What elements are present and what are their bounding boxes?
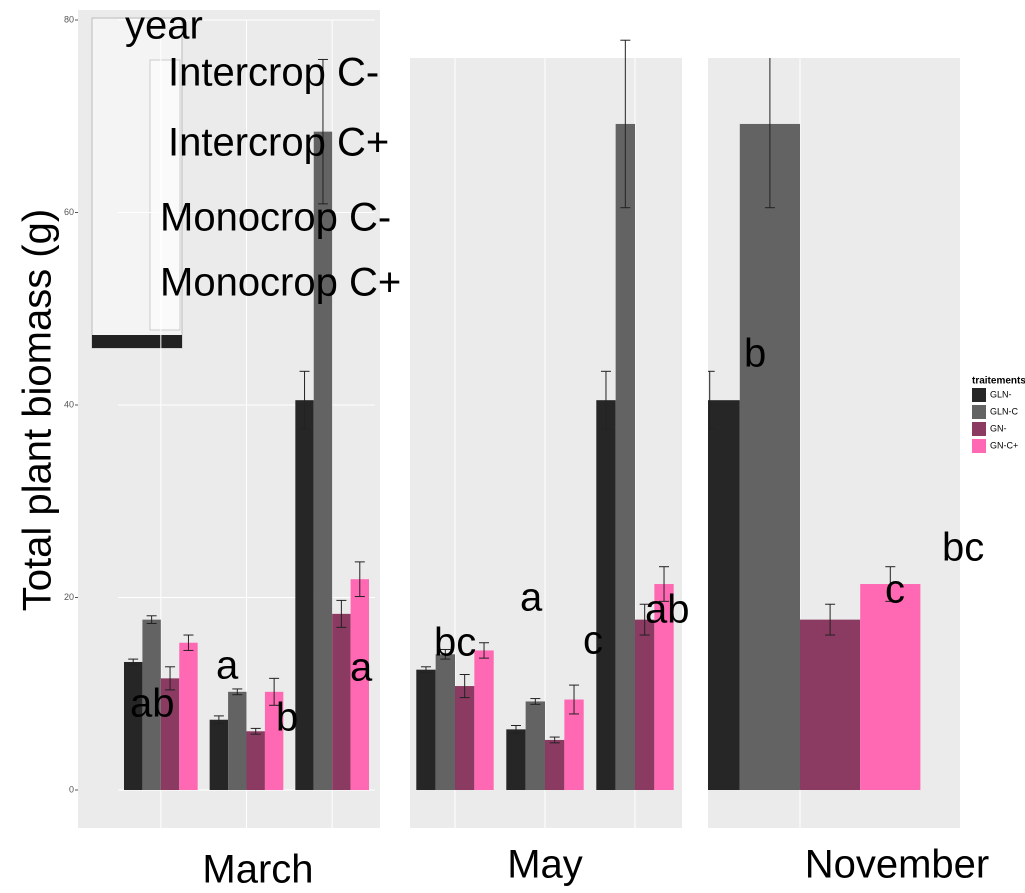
bar <box>436 654 455 790</box>
legend-title: traitements <box>972 376 1025 387</box>
annotation: a <box>216 644 239 688</box>
annotation: a <box>350 646 373 690</box>
y-tick-label: 20 <box>64 592 74 602</box>
bar <box>506 729 525 790</box>
panel-title: March <box>202 848 313 892</box>
bar <box>800 620 860 790</box>
legend-swatch <box>972 422 986 436</box>
bar <box>545 740 564 790</box>
bar <box>474 650 493 790</box>
bar <box>179 643 197 790</box>
legend-swatch <box>972 439 986 453</box>
panel-title: May <box>507 843 583 887</box>
annotation: Monocrop C- <box>160 196 391 240</box>
bar <box>526 701 545 790</box>
annotation: b <box>744 332 766 376</box>
legend-label: GLN- <box>990 389 1012 399</box>
annotation: c <box>885 568 905 612</box>
inset-taskbar <box>92 335 182 348</box>
annotation: Intercrop C- <box>168 51 379 95</box>
y-tick-label: 60 <box>64 207 74 217</box>
bar <box>616 124 635 790</box>
bar <box>416 670 435 790</box>
legend-swatch <box>972 388 986 402</box>
bar <box>210 720 228 790</box>
legend-label: GN-C+ <box>990 440 1018 450</box>
panel-title: November <box>805 843 990 887</box>
bar <box>860 584 920 790</box>
annotation: year <box>125 4 203 48</box>
annotation: ab <box>645 588 690 632</box>
annotation: Intercrop C+ <box>168 121 389 165</box>
bar <box>228 692 246 790</box>
annotation: b <box>276 696 298 740</box>
bar <box>740 124 800 790</box>
chart: Total plant biomass (g) March May Novemb… <box>0 0 1025 893</box>
annotation: bc <box>942 526 984 570</box>
bar-panel <box>416 20 673 828</box>
annotation: ab <box>130 682 175 726</box>
bar <box>247 731 265 790</box>
bar <box>332 614 350 790</box>
bar <box>455 686 474 790</box>
legend-label: GLN-C <box>990 406 1019 416</box>
y-tick-label: 40 <box>64 399 74 409</box>
bar <box>635 620 654 790</box>
annotation: bc <box>434 621 476 665</box>
bar <box>596 400 615 790</box>
annotation: Monocrop C+ <box>160 261 401 305</box>
y-tick-label: 0 <box>69 784 74 794</box>
annotation: c <box>583 619 603 663</box>
y-axis-label: Total plant biomass (g) <box>16 209 60 611</box>
legend-label: GN- <box>990 423 1007 433</box>
y-tick-label: 80 <box>64 14 74 24</box>
legend-swatch <box>972 405 986 419</box>
annotation: a <box>520 576 543 620</box>
